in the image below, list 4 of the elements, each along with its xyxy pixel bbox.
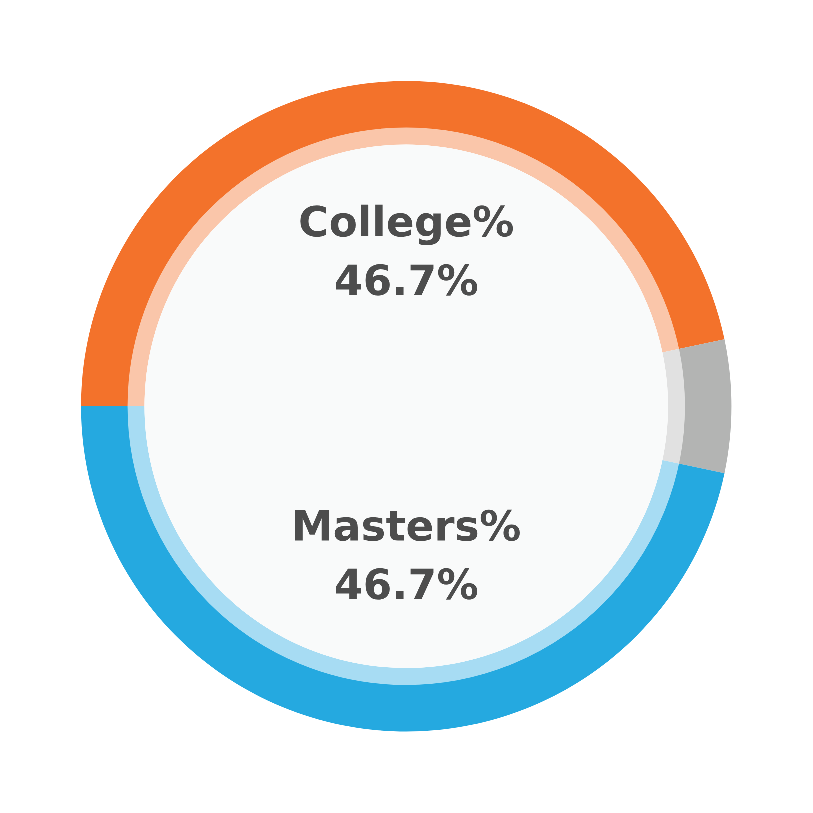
- slice-label: College%: [300, 204, 514, 246]
- data-label: 46.7%: [336, 264, 478, 296]
- data-label: 46.7%: [336, 568, 478, 600]
- slice-label: Masters%: [296, 510, 520, 542]
